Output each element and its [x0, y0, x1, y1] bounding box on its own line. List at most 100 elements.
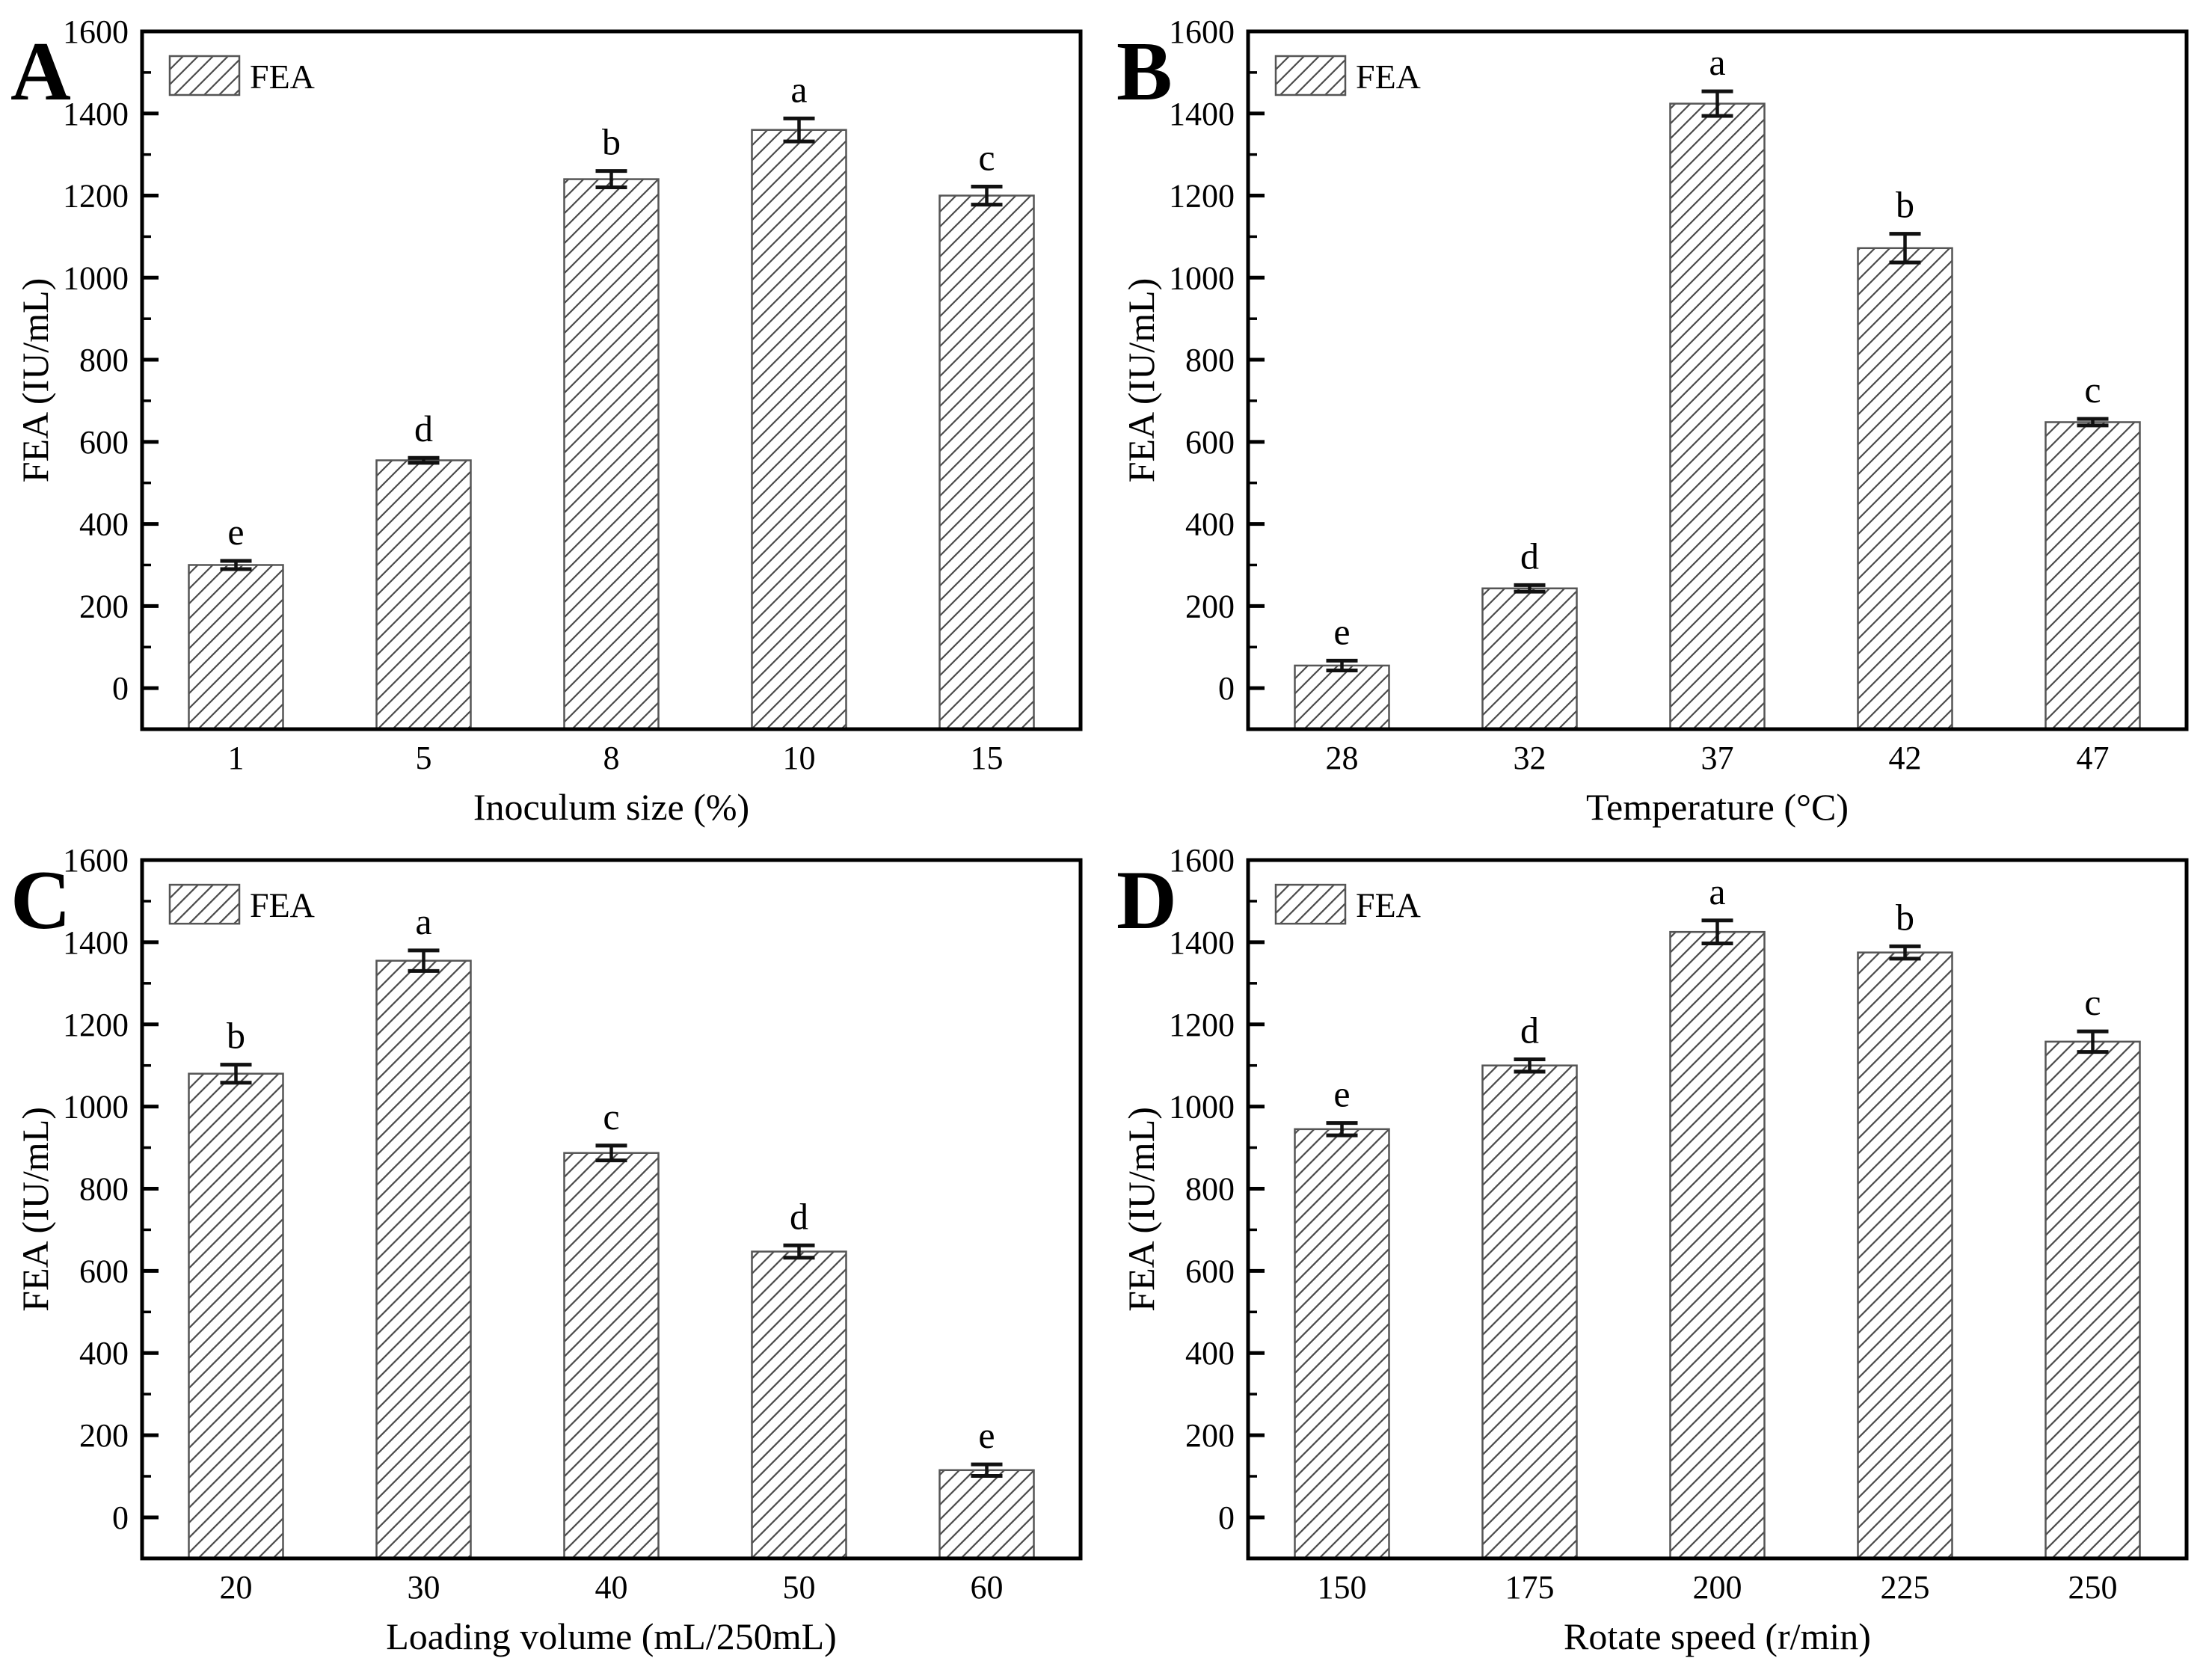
x-tick-label: 32 [1514, 740, 1546, 776]
y-tick-label: 0 [1218, 670, 1235, 707]
x-axis-title: Rotate speed (r/min) [1564, 1615, 1871, 1657]
panel-c: C 0 200 400 600 800 1000 1200 1400 1600 b 20 a 30 c 40… [0, 829, 1106, 1658]
x-tick-label: 200 [1693, 1569, 1742, 1606]
x-tick-label: 250 [2068, 1569, 2118, 1606]
plot-frame [140, 858, 1083, 1561]
y-tick-label: 800 [1185, 1170, 1235, 1207]
legend-label: FEA [1356, 58, 1421, 96]
y-tick-label: 1600 [63, 13, 129, 50]
y-tick-label: 600 [1185, 1253, 1235, 1289]
significance-letter: a [1709, 41, 1725, 83]
y-tick-label: 600 [1185, 424, 1235, 461]
legend-swatch [1274, 55, 1347, 96]
significance-letter: b [602, 121, 621, 163]
bar [751, 129, 847, 731]
x-tick-label: 42 [1889, 740, 1922, 776]
plot-frame [1246, 858, 2189, 1561]
legend-label: FEA [1356, 886, 1421, 924]
y-tick-label: 1400 [1169, 96, 1235, 132]
y-tick-label: 1600 [63, 842, 129, 879]
bar [375, 459, 472, 731]
significance-letter: d [1520, 535, 1539, 577]
y-tick-label: 1200 [63, 178, 129, 215]
x-tick-label: 150 [1318, 1569, 1367, 1606]
x-axis-title: Inoculum size (%) [473, 786, 749, 828]
bar [188, 1072, 284, 1560]
bar-chart-c: 0 200 400 600 800 1000 1200 1400 1600 b 20 a 30 c 40 d 5… [14, 842, 1083, 1657]
y-tick-label: 1200 [63, 1007, 129, 1043]
bar [1669, 102, 1766, 731]
x-tick-label: 1 [228, 740, 245, 776]
x-axis-title: Loading volume (mL/250mL) [386, 1615, 837, 1657]
x-tick-label: 50 [783, 1569, 816, 1606]
x-tick-label: 10 [783, 740, 816, 776]
panel-b: B 0 200 400 600 800 1000 1200 1400 1600 e 28 d 32 a 37… [1106, 0, 2212, 829]
bar-chart-a: 0 200 400 600 800 1000 1200 1400 1600 e 1 d 5 b 8 a 10 c 1… [14, 13, 1083, 828]
bar [1481, 587, 1578, 731]
significance-letter: e [227, 511, 244, 553]
y-tick-label: 200 [1185, 1417, 1235, 1454]
panel-label-c: C [10, 854, 71, 947]
x-axis-title: Temperature (°C) [1586, 786, 1849, 828]
bar [1669, 930, 1766, 1560]
bar [938, 1469, 1035, 1560]
y-tick-label: 400 [1185, 506, 1235, 543]
x-tick-label: 225 [1881, 1569, 1930, 1606]
y-tick-label: 1000 [63, 260, 129, 296]
significance-letter: c [603, 1096, 619, 1137]
y-axis-title: FEA (IU/mL) [14, 1107, 56, 1312]
bar [2044, 421, 2141, 731]
panel-d: D 0 200 400 600 800 1000 1200 1400 1600 e 150 d 175 a… [1106, 829, 2212, 1658]
significance-letter: d [1520, 1009, 1539, 1051]
significance-letter: c [2084, 369, 2101, 411]
legend-swatch [168, 55, 241, 96]
significance-letter: c [2084, 981, 2101, 1023]
significance-letter: b [1896, 184, 1914, 226]
significance-letter: b [227, 1015, 245, 1057]
panel-label-a: A [10, 25, 71, 118]
y-tick-label: 800 [79, 342, 129, 378]
plot-frame [1246, 29, 2189, 731]
legend-swatch [1274, 883, 1347, 925]
bar [1857, 951, 1953, 1560]
y-axis-title: FEA (IU/mL) [14, 278, 56, 483]
y-tick-label: 800 [79, 1170, 129, 1207]
bar-chart-d: 0 200 400 600 800 1000 1200 1400 1600 e 150 d 175 a 20… [1120, 842, 2189, 1657]
legend-label: FEA [250, 886, 315, 924]
significance-letter: e [978, 1414, 995, 1456]
panel-label-b: B [1116, 25, 1173, 118]
bar [2044, 1040, 2141, 1560]
significance-letter: d [414, 408, 433, 449]
significance-letter: a [790, 68, 807, 110]
significance-letter: d [790, 1195, 808, 1237]
y-tick-label: 200 [1185, 588, 1235, 624]
x-tick-label: 40 [595, 1569, 628, 1606]
y-tick-label: 1000 [63, 1089, 129, 1126]
bar [1857, 247, 1953, 731]
legend-swatch [168, 883, 241, 925]
x-tick-label: 30 [408, 1569, 440, 1606]
y-tick-label: 1200 [1169, 178, 1235, 215]
y-tick-label: 1200 [1169, 1007, 1235, 1043]
significance-letter: a [1709, 871, 1725, 912]
bar [188, 564, 284, 731]
y-tick-label: 200 [79, 588, 129, 624]
x-tick-label: 60 [971, 1569, 1004, 1606]
x-tick-label: 5 [416, 740, 432, 776]
y-tick-label: 0 [112, 670, 129, 707]
significance-letter: c [978, 136, 995, 178]
bar [751, 1250, 847, 1560]
bar [375, 960, 472, 1560]
significance-letter: b [1896, 896, 1914, 938]
x-tick-label: 15 [971, 740, 1004, 776]
bar-chart-b: 0 200 400 600 800 1000 1200 1400 1600 e 28 d 32 a 37 b 4… [1120, 13, 2189, 828]
x-tick-label: 37 [1701, 740, 1734, 776]
bar [1481, 1064, 1578, 1560]
bar [1294, 1128, 1390, 1560]
y-tick-label: 400 [79, 506, 129, 543]
y-tick-label: 800 [1185, 342, 1235, 378]
bar [563, 1152, 660, 1560]
bar [938, 194, 1035, 731]
x-tick-label: 47 [2077, 740, 2110, 776]
y-axis-title: FEA (IU/mL) [1120, 278, 1162, 483]
